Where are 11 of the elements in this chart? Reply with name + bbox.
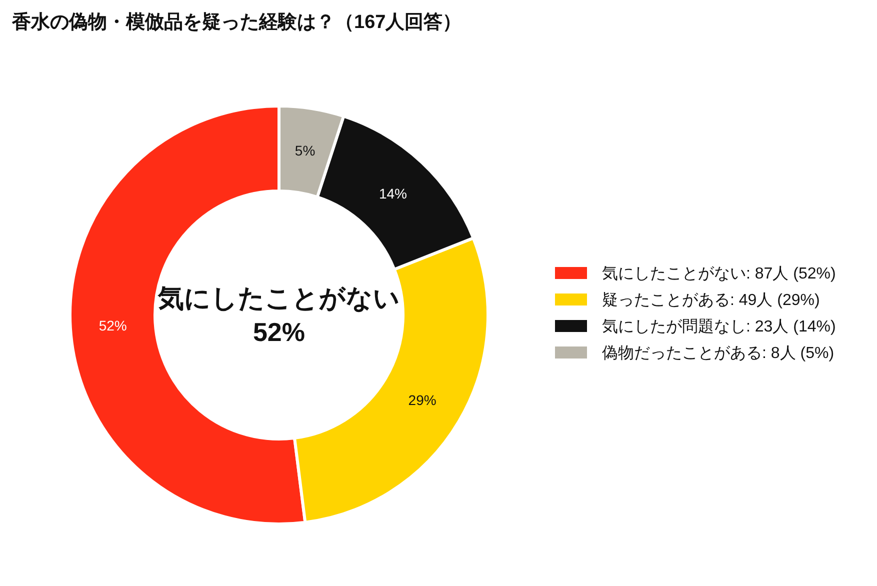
legend-label: 気にしたが問題なし: 23人 (14%) [602,318,836,336]
data-label: 14% [378,186,407,202]
data-label: 52% [98,317,127,334]
data-label: 29% [408,392,436,408]
legend-label: 偽物だったことがある: 8人 (5%) [602,345,834,362]
legend-label: 気にしたことがない: 87人 (52%) [602,266,836,282]
text: 気にしたことがない [157,283,400,313]
data-label: 5% [294,142,316,159]
text: 52% [252,317,306,347]
chart-title: 香水の偽物・模倣品を疑った経験は？（167人回答） [11,11,462,33]
legend-label: 疑ったことがある: 49人 (29%) [602,291,820,309]
